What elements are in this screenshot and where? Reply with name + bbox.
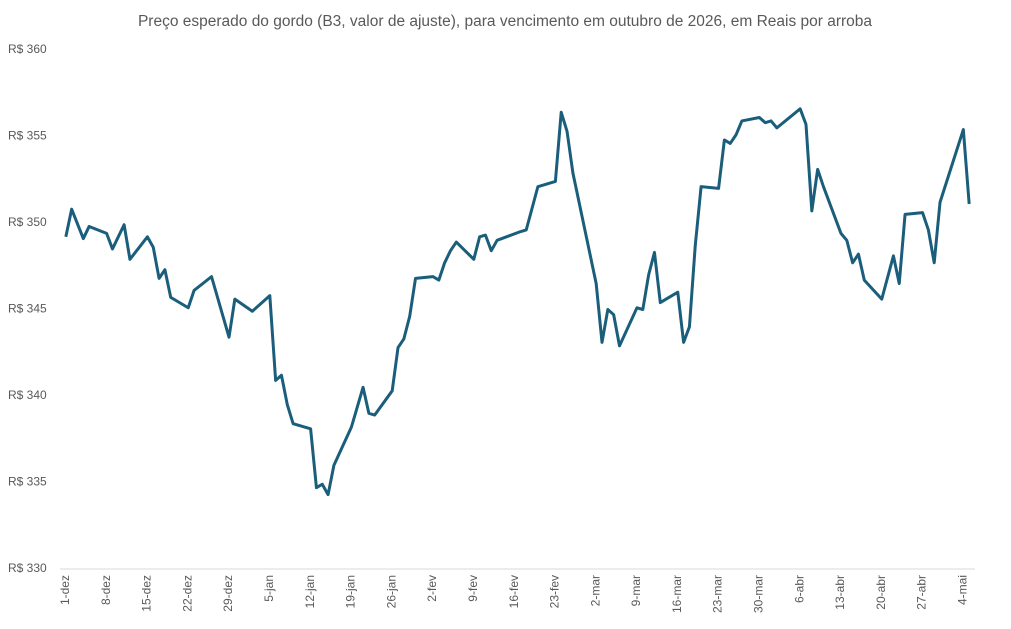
x-tick-label: 20-abr	[874, 575, 888, 610]
y-tick-label: R$ 330	[8, 561, 47, 575]
x-tick-label: 30-mar	[752, 575, 766, 613]
x-tick-label: 12-jan	[303, 575, 317, 608]
x-tick-label: 9-mar	[629, 575, 643, 606]
y-tick-label: R$ 335	[8, 475, 47, 489]
y-tick-label: R$ 345	[8, 302, 47, 316]
line-series	[64, 107, 971, 497]
x-tick-label: 22-dez	[180, 575, 194, 612]
x-tick-label: 2-fev	[425, 575, 439, 602]
x-tick-label: 27-abr	[915, 575, 929, 610]
x-tick-label: 5-jan	[262, 575, 276, 602]
y-tick-label: R$ 340	[8, 388, 47, 402]
x-tick-label: 4-mai	[956, 575, 970, 605]
x-tick-label: 9-fev	[466, 575, 480, 602]
x-tick-label: 2-mar	[588, 575, 602, 606]
x-tick-label: 19-jan	[344, 575, 358, 608]
x-tick-label: 15-dez	[140, 575, 154, 612]
y-tick-label: R$ 350	[8, 215, 47, 229]
x-tick-label: 16-fev	[507, 575, 521, 608]
y-tick-label: R$ 360	[8, 42, 47, 56]
chart-title: Preço esperado do gordo (B3, valor de aj…	[138, 13, 872, 30]
y-tick-label: R$ 355	[8, 129, 47, 143]
x-tick-label: 8-dez	[99, 575, 113, 605]
x-tick-label: 23-fev	[548, 575, 562, 608]
x-tick-label: 29-dez	[221, 575, 235, 612]
x-tick-label: 26-jan	[384, 575, 398, 608]
x-tick-label: 16-mar	[670, 575, 684, 613]
x-tick-label: 13-abr	[833, 575, 847, 610]
x-tick-label: 6-abr	[792, 575, 806, 603]
x-tick-label: 1-dez	[58, 575, 72, 605]
x-tick-label: 23-mar	[711, 575, 725, 613]
